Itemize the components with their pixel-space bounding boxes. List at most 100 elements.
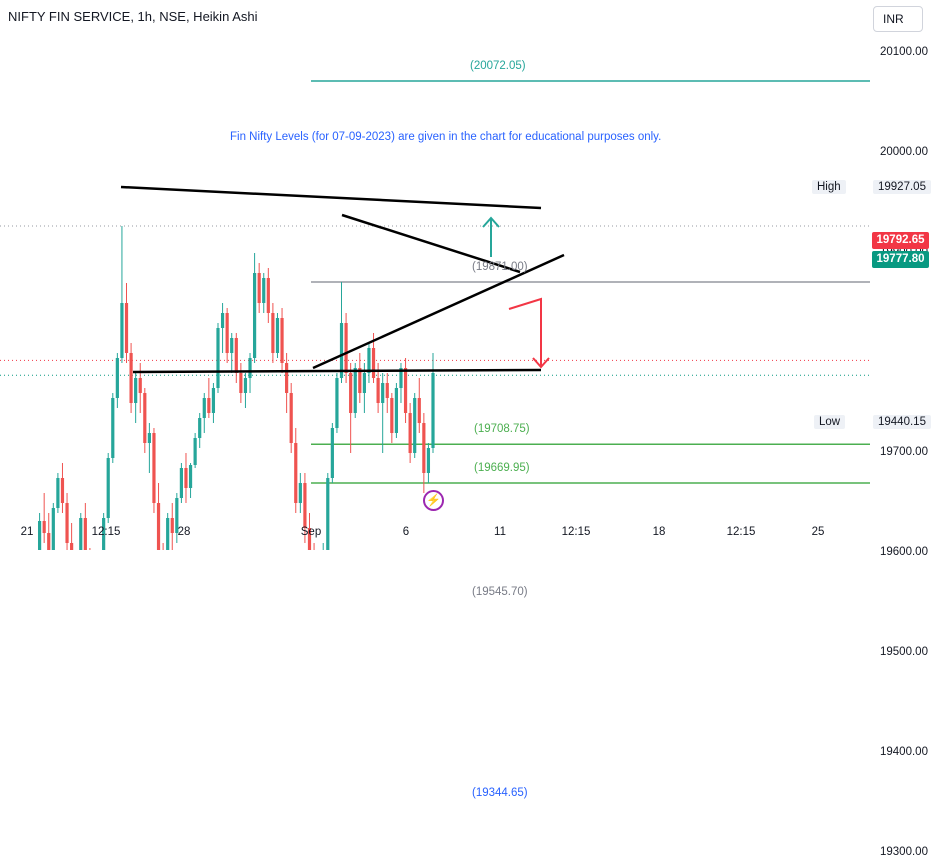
candle-body [248, 358, 252, 378]
candle-body [408, 413, 412, 453]
candle-body [390, 398, 394, 433]
candle-body [56, 478, 60, 508]
candle-body [124, 303, 129, 353]
y-tick-label: 19600.00 [880, 546, 928, 558]
candle-body [202, 398, 206, 418]
candle-body [211, 388, 216, 413]
candle-body [152, 433, 156, 503]
candle-body [230, 338, 234, 353]
upper-trendline [120, 185, 542, 210]
candle-body [170, 518, 174, 533]
candle-body [166, 518, 170, 550]
candle-body [385, 383, 389, 398]
candle-body [298, 483, 302, 503]
candle-body [285, 363, 289, 393]
candle-body [51, 508, 55, 550]
x-tick-label: 12:15 [561, 526, 591, 538]
lightning-bolt-icon[interactable]: ⚡ [423, 490, 444, 511]
x-tick-label: 28 [177, 526, 191, 538]
candle-body [271, 313, 275, 353]
level-label: (19669.95) [474, 462, 530, 475]
last-price-red: 19792.65 [872, 232, 929, 249]
candle-body [106, 458, 110, 518]
down-arrow [508, 297, 550, 369]
candle-body [234, 338, 238, 373]
candle-body [403, 368, 408, 413]
candle-body [422, 423, 426, 473]
candle-body [399, 368, 403, 388]
x-tick-label: 25 [811, 526, 825, 538]
candle-body [179, 468, 184, 498]
candle-body [344, 323, 348, 373]
candle-body [198, 418, 202, 438]
x-tick-label: 12:15 [91, 526, 121, 538]
level-label: (19871.00) [472, 261, 528, 273]
level-label: (19344.65) [472, 787, 528, 800]
candle-body [243, 378, 248, 393]
candle-body [339, 323, 344, 378]
candle-body [367, 348, 371, 373]
candle-body [83, 518, 87, 550]
y-tick-label: 19500.00 [880, 646, 928, 658]
candle-body [335, 378, 339, 428]
candle-body [326, 478, 330, 550]
candle-body [175, 498, 179, 533]
candle-body [207, 398, 211, 413]
candle-body [394, 388, 399, 433]
candle-body [193, 438, 197, 465]
y-tick-label: 20100.00 [880, 46, 928, 58]
last-price-green: 19777.80 [872, 251, 929, 268]
y-tick-label: 19300.00 [880, 846, 928, 858]
y-tick-label: 19700.00 [880, 446, 928, 458]
x-tick-label: 11 [494, 526, 506, 538]
candle-body [289, 393, 293, 443]
candle-body [60, 478, 65, 503]
candles [37, 226, 435, 550]
candle-body [413, 398, 417, 453]
candle-body [257, 273, 261, 303]
candle-body [275, 318, 280, 353]
candle-body [294, 443, 298, 503]
lower-support-line [132, 368, 542, 374]
price-chart[interactable] [0, 0, 932, 550]
candle-body [120, 303, 124, 358]
level-label: (19545.70) [472, 586, 528, 599]
candle-body [156, 503, 161, 550]
candle-body [216, 328, 220, 388]
candle-body [115, 358, 119, 398]
x-tick-label: 6 [402, 526, 410, 538]
candle-body [307, 528, 312, 550]
candle-body [147, 433, 151, 443]
x-tick-label: 12:15 [726, 526, 756, 538]
candle-body [362, 373, 366, 393]
candle-body [381, 383, 385, 403]
candle-body [188, 465, 193, 488]
currency-button[interactable]: INR [873, 6, 923, 32]
candle-body [220, 313, 225, 328]
dotted-price-lines [0, 225, 870, 376]
candle-body [37, 521, 42, 550]
candle-body [225, 313, 229, 353]
candle-body [280, 318, 284, 363]
drawings [120, 185, 565, 374]
candle-body [417, 398, 421, 423]
level-label: (20072.05) [470, 59, 526, 72]
candle-body [111, 398, 115, 458]
candle-body [65, 503, 69, 543]
candle-body [47, 533, 51, 550]
up-arrow [482, 216, 500, 257]
level-label: (19708.75) [474, 423, 530, 436]
candle-body [70, 543, 74, 550]
candle-body [239, 373, 243, 393]
candle-body [79, 518, 83, 550]
candle-body [303, 483, 307, 528]
candle-body [349, 373, 353, 413]
candle-body [262, 278, 266, 303]
y-tick-label: 19400.00 [880, 746, 928, 758]
triangle-upper-line [341, 213, 521, 274]
candle-body [330, 428, 334, 478]
low-label: Low [814, 415, 846, 429]
candle-body [102, 518, 106, 550]
chart-title: NIFTY FIN SERVICE, 1h, NSE, Heikin Ashi [8, 9, 258, 24]
candle-body [42, 521, 46, 533]
